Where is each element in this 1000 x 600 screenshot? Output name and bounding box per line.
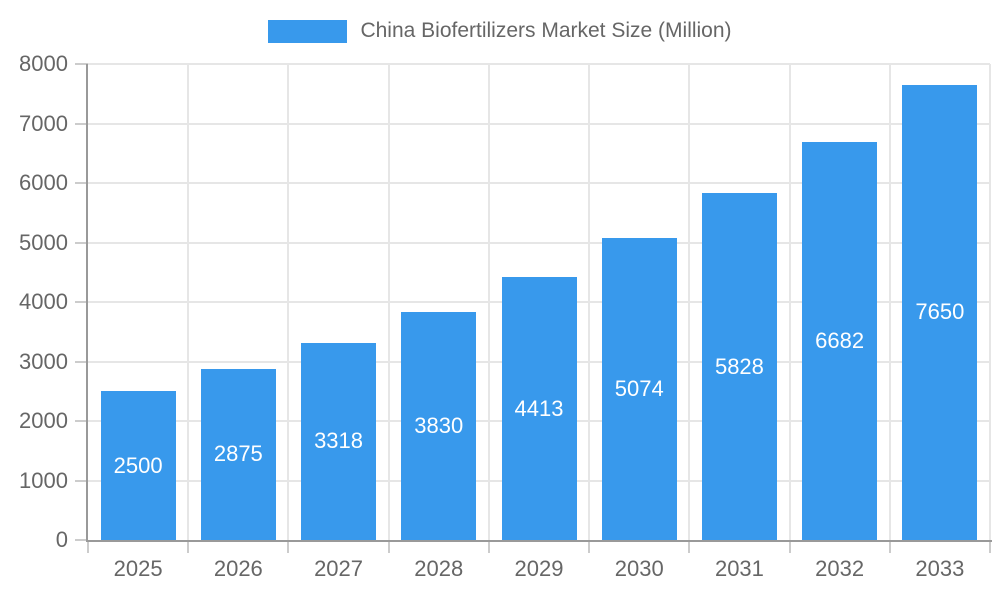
bar-value-label: 5828 bbox=[714, 353, 764, 379]
x-axis-tick-mark bbox=[989, 542, 991, 553]
bar-value-label: 4413 bbox=[514, 395, 564, 421]
bar-2027[interactable]: 3318 bbox=[301, 342, 377, 540]
bar-2025[interactable]: 2500 bbox=[100, 391, 176, 540]
x-axis-label-2033: 2033 bbox=[915, 556, 965, 581]
x-axis-tick-mark bbox=[487, 542, 490, 553]
bar-value-label: 3830 bbox=[414, 413, 464, 439]
gridline-vertical bbox=[788, 64, 791, 540]
x-axis-tick-mark bbox=[588, 542, 591, 553]
bar-value-label: 2875 bbox=[213, 441, 263, 467]
y-axis-tick-label: 6000 bbox=[19, 170, 68, 195]
y-axis-tick-label: 4000 bbox=[19, 289, 68, 314]
y-axis-tick-mark bbox=[75, 301, 88, 303]
legend-label: China Biofertilizers Market Size (Millio… bbox=[360, 19, 732, 42]
x-axis-tick-mark bbox=[788, 542, 791, 553]
x-axis-tick-mark bbox=[287, 542, 290, 553]
gridline-horizontal bbox=[88, 63, 990, 65]
x-axis-label-2031: 2031 bbox=[714, 556, 764, 581]
x-axis-tick-mark bbox=[87, 542, 89, 553]
x-axis-line bbox=[86, 540, 992, 542]
y-axis-tick-label: 1000 bbox=[19, 467, 68, 493]
gridline-vertical bbox=[989, 64, 991, 540]
y-axis-tick-label: 2000 bbox=[19, 408, 68, 433]
gridline-vertical bbox=[187, 64, 190, 540]
gridline-vertical bbox=[588, 64, 591, 540]
bar-2032[interactable]: 6682 bbox=[802, 142, 878, 540]
x-axis-label-2026: 2026 bbox=[213, 556, 263, 581]
bar-2026[interactable]: 2875 bbox=[200, 368, 276, 540]
bar-value-label: 2500 bbox=[113, 452, 163, 478]
gridline-horizontal bbox=[88, 241, 990, 244]
y-axis-tick-label: 3000 bbox=[19, 348, 68, 374]
y-axis-tick-label: 0 bbox=[55, 527, 68, 552]
y-axis-line bbox=[86, 64, 88, 542]
y-axis-tick-label: 7000 bbox=[19, 110, 68, 136]
bar-2031[interactable]: 5828 bbox=[701, 193, 777, 540]
y-axis-tick-mark bbox=[75, 182, 88, 184]
bar-2028[interactable]: 3830 bbox=[401, 312, 477, 540]
x-axis-label-2029: 2029 bbox=[514, 556, 564, 581]
bar-value-label: 7650 bbox=[915, 299, 965, 325]
legend-swatch bbox=[268, 19, 348, 43]
legend-item[interactable]: China Biofertilizers Market Size (Millio… bbox=[268, 19, 732, 43]
legend: China Biofertilizers Market Size (Millio… bbox=[0, 19, 1000, 43]
x-axis-label-2030: 2030 bbox=[614, 556, 664, 581]
y-axis-tick-mark bbox=[75, 122, 88, 125]
gridline-vertical bbox=[287, 64, 290, 540]
gridline-vertical bbox=[888, 64, 891, 540]
y-axis-tick-mark bbox=[75, 479, 88, 482]
x-axis-tick-mark bbox=[187, 542, 190, 553]
gridline-vertical bbox=[487, 64, 490, 540]
bar-value-label: 5074 bbox=[614, 376, 664, 402]
x-axis-label-2028: 2028 bbox=[414, 556, 464, 581]
gridline-vertical bbox=[387, 64, 390, 540]
x-axis-label-2027: 2027 bbox=[314, 556, 364, 581]
bar-value-label: 6682 bbox=[815, 328, 865, 354]
x-axis-tick-mark bbox=[688, 542, 691, 553]
y-axis-tick-label: 5000 bbox=[19, 229, 68, 255]
y-axis-tick-mark bbox=[75, 539, 88, 541]
x-axis-label-2025: 2025 bbox=[113, 556, 163, 581]
x-axis-tick-mark bbox=[888, 542, 891, 553]
y-axis-tick-mark bbox=[75, 241, 88, 244]
bar-2029[interactable]: 4413 bbox=[501, 277, 577, 540]
y-axis-tick-label: 8000 bbox=[19, 51, 68, 76]
bar-value-label: 3318 bbox=[314, 428, 364, 454]
gridline-vertical bbox=[688, 64, 691, 540]
gridline-horizontal bbox=[88, 122, 990, 125]
bar-2030[interactable]: 5074 bbox=[601, 238, 677, 540]
bar-2033[interactable]: 7650 bbox=[902, 84, 978, 540]
gridline-horizontal bbox=[88, 182, 990, 184]
y-axis-tick-mark bbox=[75, 63, 88, 65]
x-axis-tick-mark bbox=[387, 542, 390, 553]
y-axis-tick-mark bbox=[75, 420, 88, 422]
x-axis-label-2032: 2032 bbox=[815, 556, 865, 581]
y-axis-tick-mark bbox=[75, 360, 88, 363]
